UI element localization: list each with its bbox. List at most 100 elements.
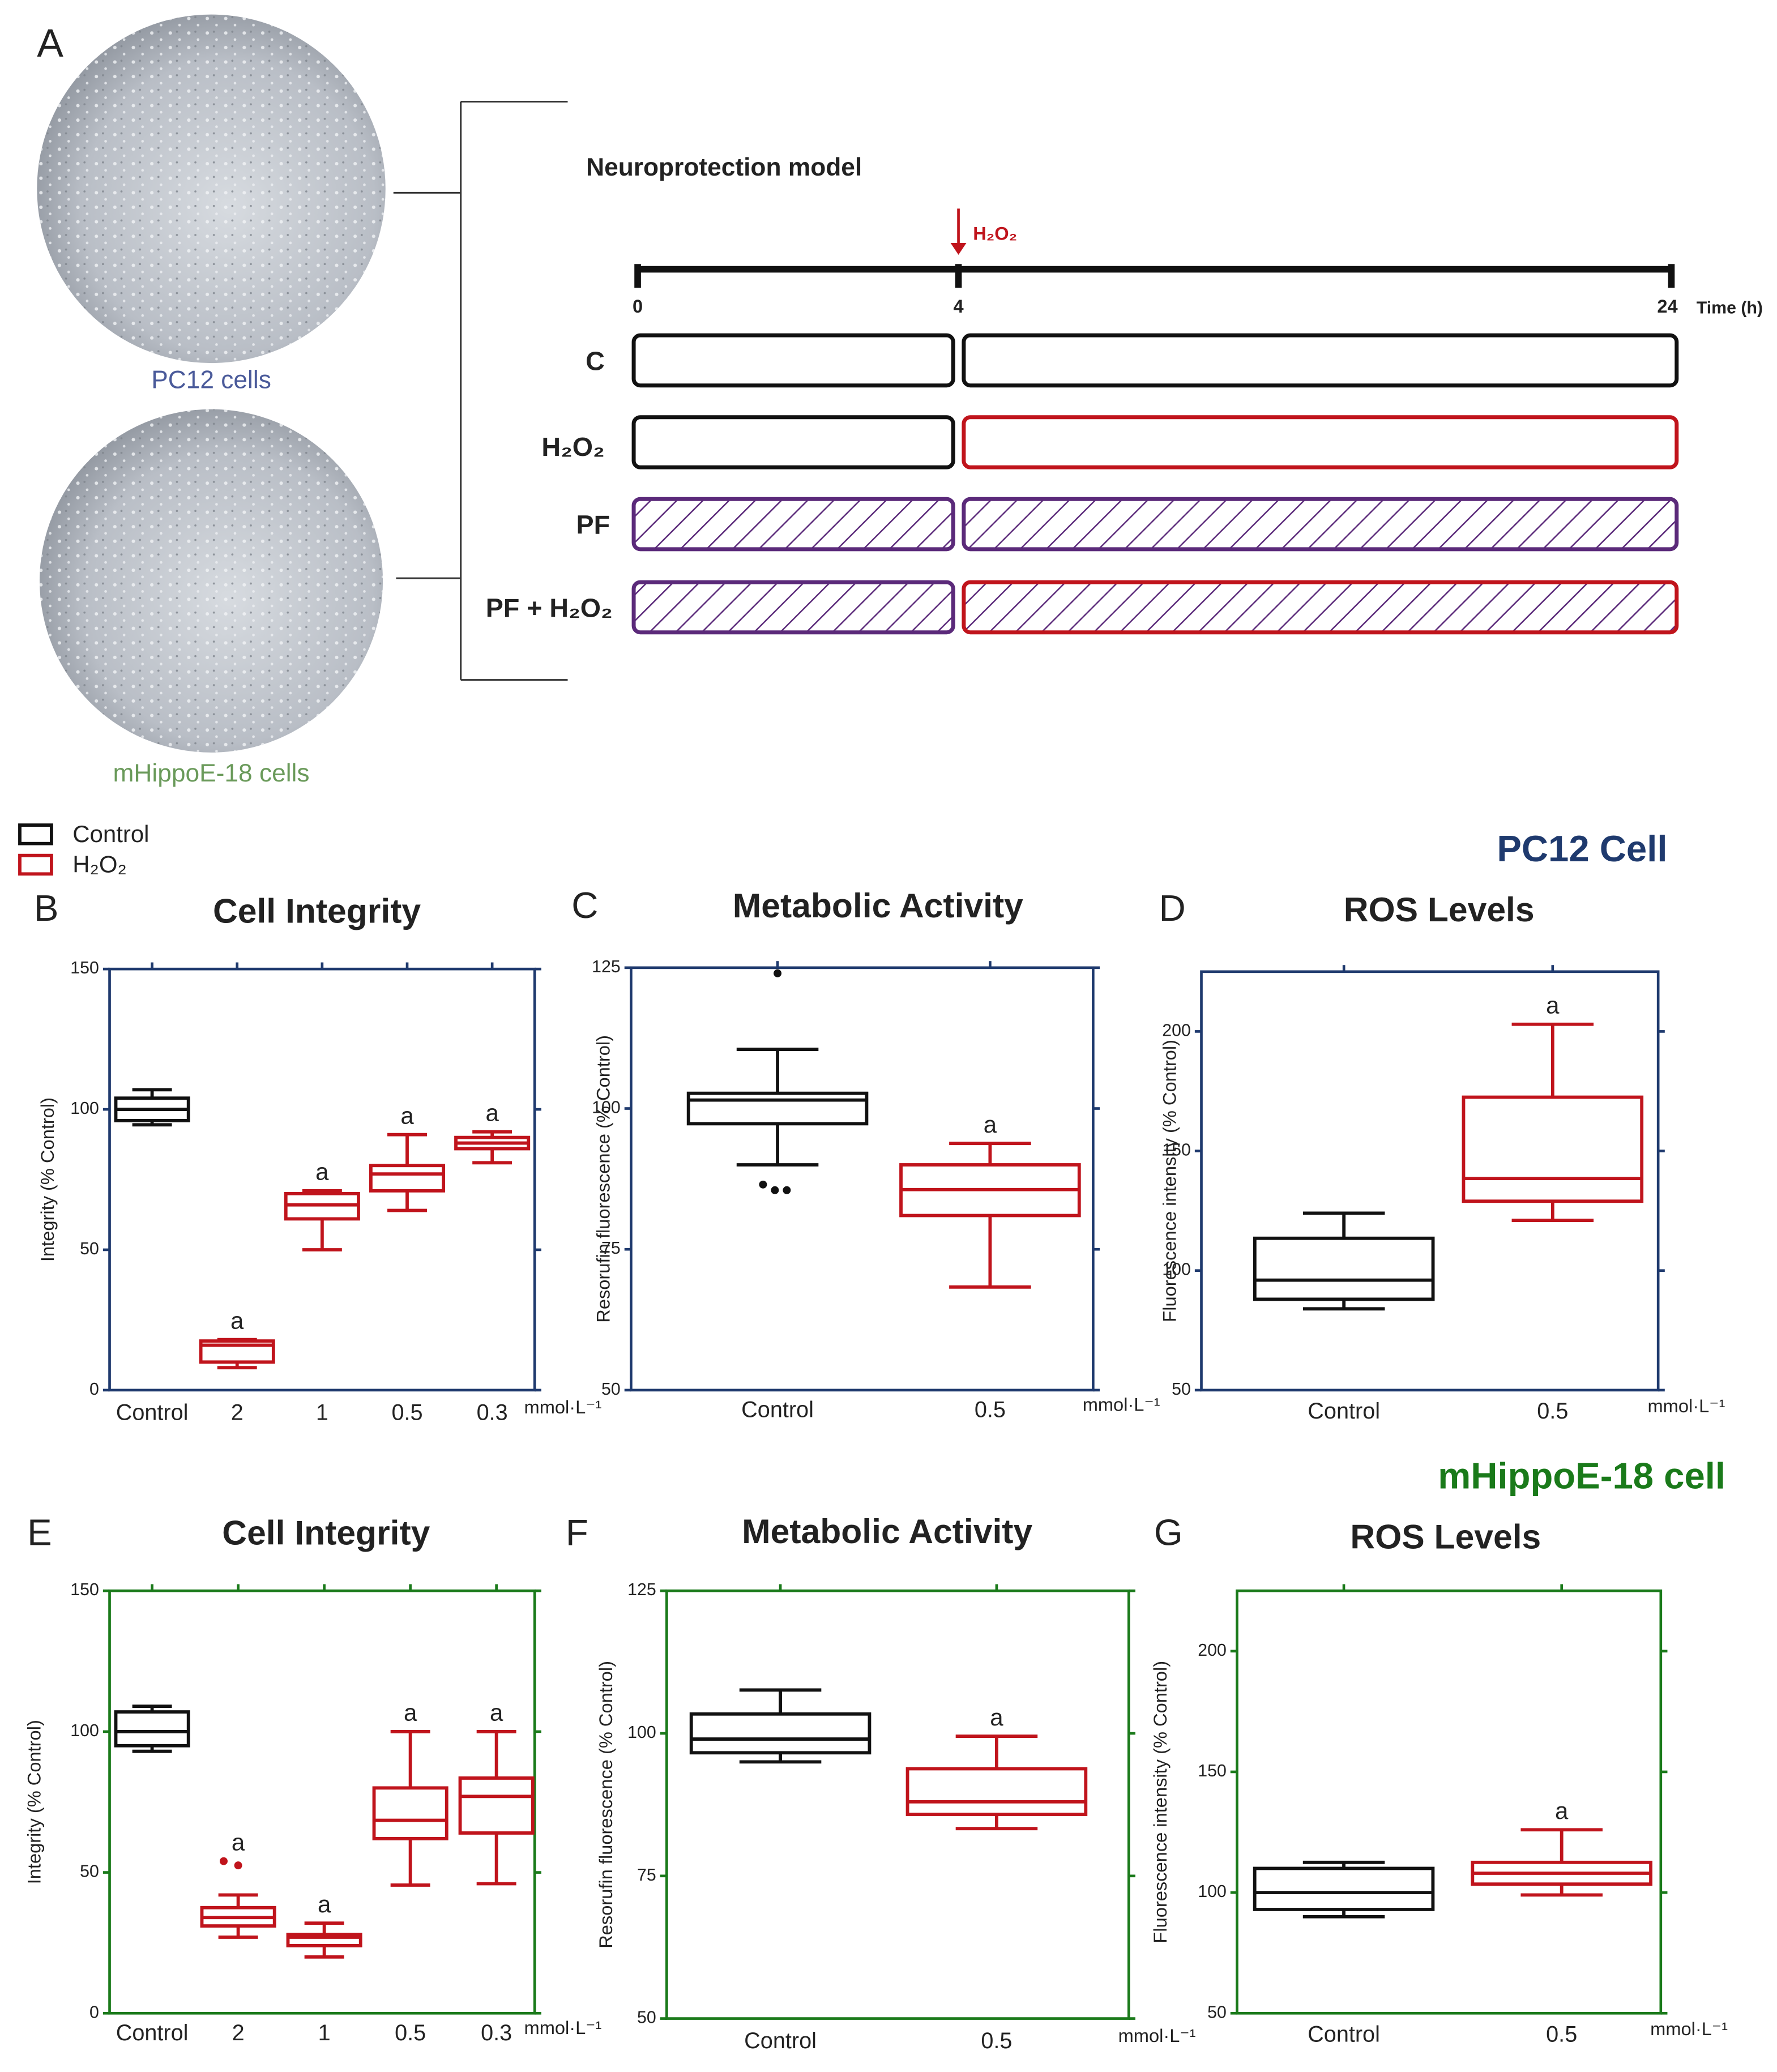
phase-bar <box>631 333 955 388</box>
significance-label: a <box>400 1102 414 1129</box>
diagram-title: Neuroprotection model <box>586 153 862 181</box>
y-tick-label: 75 <box>601 1239 621 1258</box>
y-tick-label: 200 <box>1162 1021 1191 1040</box>
x-unit-label: mmol·L⁻¹ <box>1648 1395 1725 1416</box>
legend-swatch <box>18 853 53 876</box>
significance-label: a <box>990 1704 1003 1731</box>
plot-frame <box>1200 970 1660 1392</box>
legend-swatch <box>18 823 53 845</box>
outlier <box>759 1180 767 1189</box>
panel-letter: G <box>1154 1512 1183 1553</box>
section-heading: PC12 Cell <box>1497 828 1667 869</box>
legend-label: H₂O₂ <box>72 851 127 877</box>
y-tick-label: 50 <box>637 2009 656 2027</box>
panel-letter: D <box>1159 887 1186 929</box>
outlier <box>234 1861 242 1870</box>
section-heading: mHippoE-18 cell <box>1438 1455 1725 1496</box>
phase-bar <box>962 497 1679 552</box>
image-caption: PC12 cells <box>151 366 271 394</box>
y-tick-label: 125 <box>627 1580 656 1599</box>
x-tick-label: 2 <box>232 2020 245 2045</box>
phase-bar <box>631 580 955 635</box>
x-tick-label: 0.3 <box>481 2020 512 2045</box>
box <box>1253 1236 1435 1301</box>
y-tick-label: 150 <box>70 1580 99 1599</box>
significance-label: a <box>230 1307 244 1334</box>
x-tick-label: Control <box>744 2028 817 2053</box>
panel-letter: C <box>571 885 598 926</box>
y-tick-label: 100 <box>70 1099 99 1118</box>
y-axis-label: Resorufin fluorescence (% Control) <box>595 1661 616 1949</box>
x-tick-label: 1 <box>318 2020 331 2045</box>
y-tick-label: 100 <box>1162 1261 1191 1279</box>
significance-label: a <box>232 1829 245 1855</box>
box <box>1253 1866 1435 1911</box>
chart-title: ROS Levels <box>1350 1517 1541 1556</box>
plot-frame <box>1236 1589 1663 2015</box>
phase-bar <box>631 497 955 552</box>
y-tick-label: 100 <box>1198 1882 1227 1901</box>
x-unit-label: mmol·L⁻¹ <box>524 2017 602 2038</box>
panel-letter: E <box>27 1512 52 1553</box>
panel-letter: A <box>37 21 63 65</box>
y-axis-label: Integrity (% Control) <box>24 1720 45 1884</box>
y-tick-label: 150 <box>1162 1141 1191 1160</box>
y-tick-label: 125 <box>592 958 621 976</box>
plot-frame <box>108 1589 536 2015</box>
micrograph-texture <box>39 409 383 753</box>
phase-bar <box>631 415 955 469</box>
box <box>458 1776 535 1835</box>
row-label: H₂O₂ <box>541 432 604 462</box>
row-label: PF <box>576 510 610 540</box>
box <box>905 1767 1088 1816</box>
x-tick-label: 0.5 <box>1537 1399 1568 1424</box>
chart-title: Metabolic Activity <box>742 1512 1032 1550</box>
row-label: C <box>586 346 605 375</box>
y-tick-label: 75 <box>637 1866 656 1885</box>
y-axis-label: Fluorescence intensity (% Control) <box>1150 1661 1171 1943</box>
y-tick-label: 0 <box>89 1380 99 1399</box>
significance-label: a <box>315 1159 329 1185</box>
y-axis-label: Resorufin fluorescence (% Control) <box>592 1035 613 1323</box>
row-label: PF + H₂O₂ <box>486 593 613 622</box>
significance-label: a <box>490 1699 503 1726</box>
outlier <box>774 969 782 977</box>
treatment-label: H₂O₂ <box>973 223 1017 244</box>
y-tick-label: 100 <box>592 1099 621 1117</box>
significance-label: a <box>1555 1797 1569 1824</box>
box <box>689 1712 872 1755</box>
significance-label: a <box>1546 992 1560 1019</box>
x-tick-label: Control <box>741 1398 814 1422</box>
x-tick-label: 0.5 <box>1546 2022 1577 2047</box>
box <box>1462 1095 1644 1203</box>
x-tick-label: Control <box>116 2020 189 2045</box>
image-caption: mHippoE-18 cells <box>113 759 310 787</box>
box <box>114 1710 190 1748</box>
panel-letter: F <box>566 1512 588 1553</box>
x-tick-label: 1 <box>316 1400 328 1425</box>
x-tick-label: 0.5 <box>395 2020 426 2045</box>
y-tick-label: 50 <box>1172 1380 1191 1399</box>
significance-label: a <box>485 1100 499 1126</box>
significance-label: a <box>404 1699 417 1726</box>
chart-title: ROS Levels <box>1344 890 1535 929</box>
box <box>369 1164 446 1193</box>
outlier <box>219 1857 228 1865</box>
significance-label: a <box>984 1111 997 1138</box>
x-tick-label: 0.3 <box>477 1400 508 1425</box>
panel-letter: B <box>34 887 59 929</box>
box <box>686 1091 869 1126</box>
chart-title: Cell Integrity <box>222 1513 430 1552</box>
x-tick-label: 0.5 <box>981 2028 1012 2053</box>
phase-bar <box>962 415 1679 469</box>
time-label: 4 <box>953 296 963 317</box>
treatment-arrowhead <box>950 242 967 255</box>
bracket <box>393 100 568 681</box>
y-tick-label: 100 <box>627 1723 656 1742</box>
phase-bar <box>962 333 1679 388</box>
x-tick-label: 2 <box>231 1400 244 1425</box>
micrograph-texture <box>37 14 386 364</box>
timeline <box>634 264 1675 288</box>
